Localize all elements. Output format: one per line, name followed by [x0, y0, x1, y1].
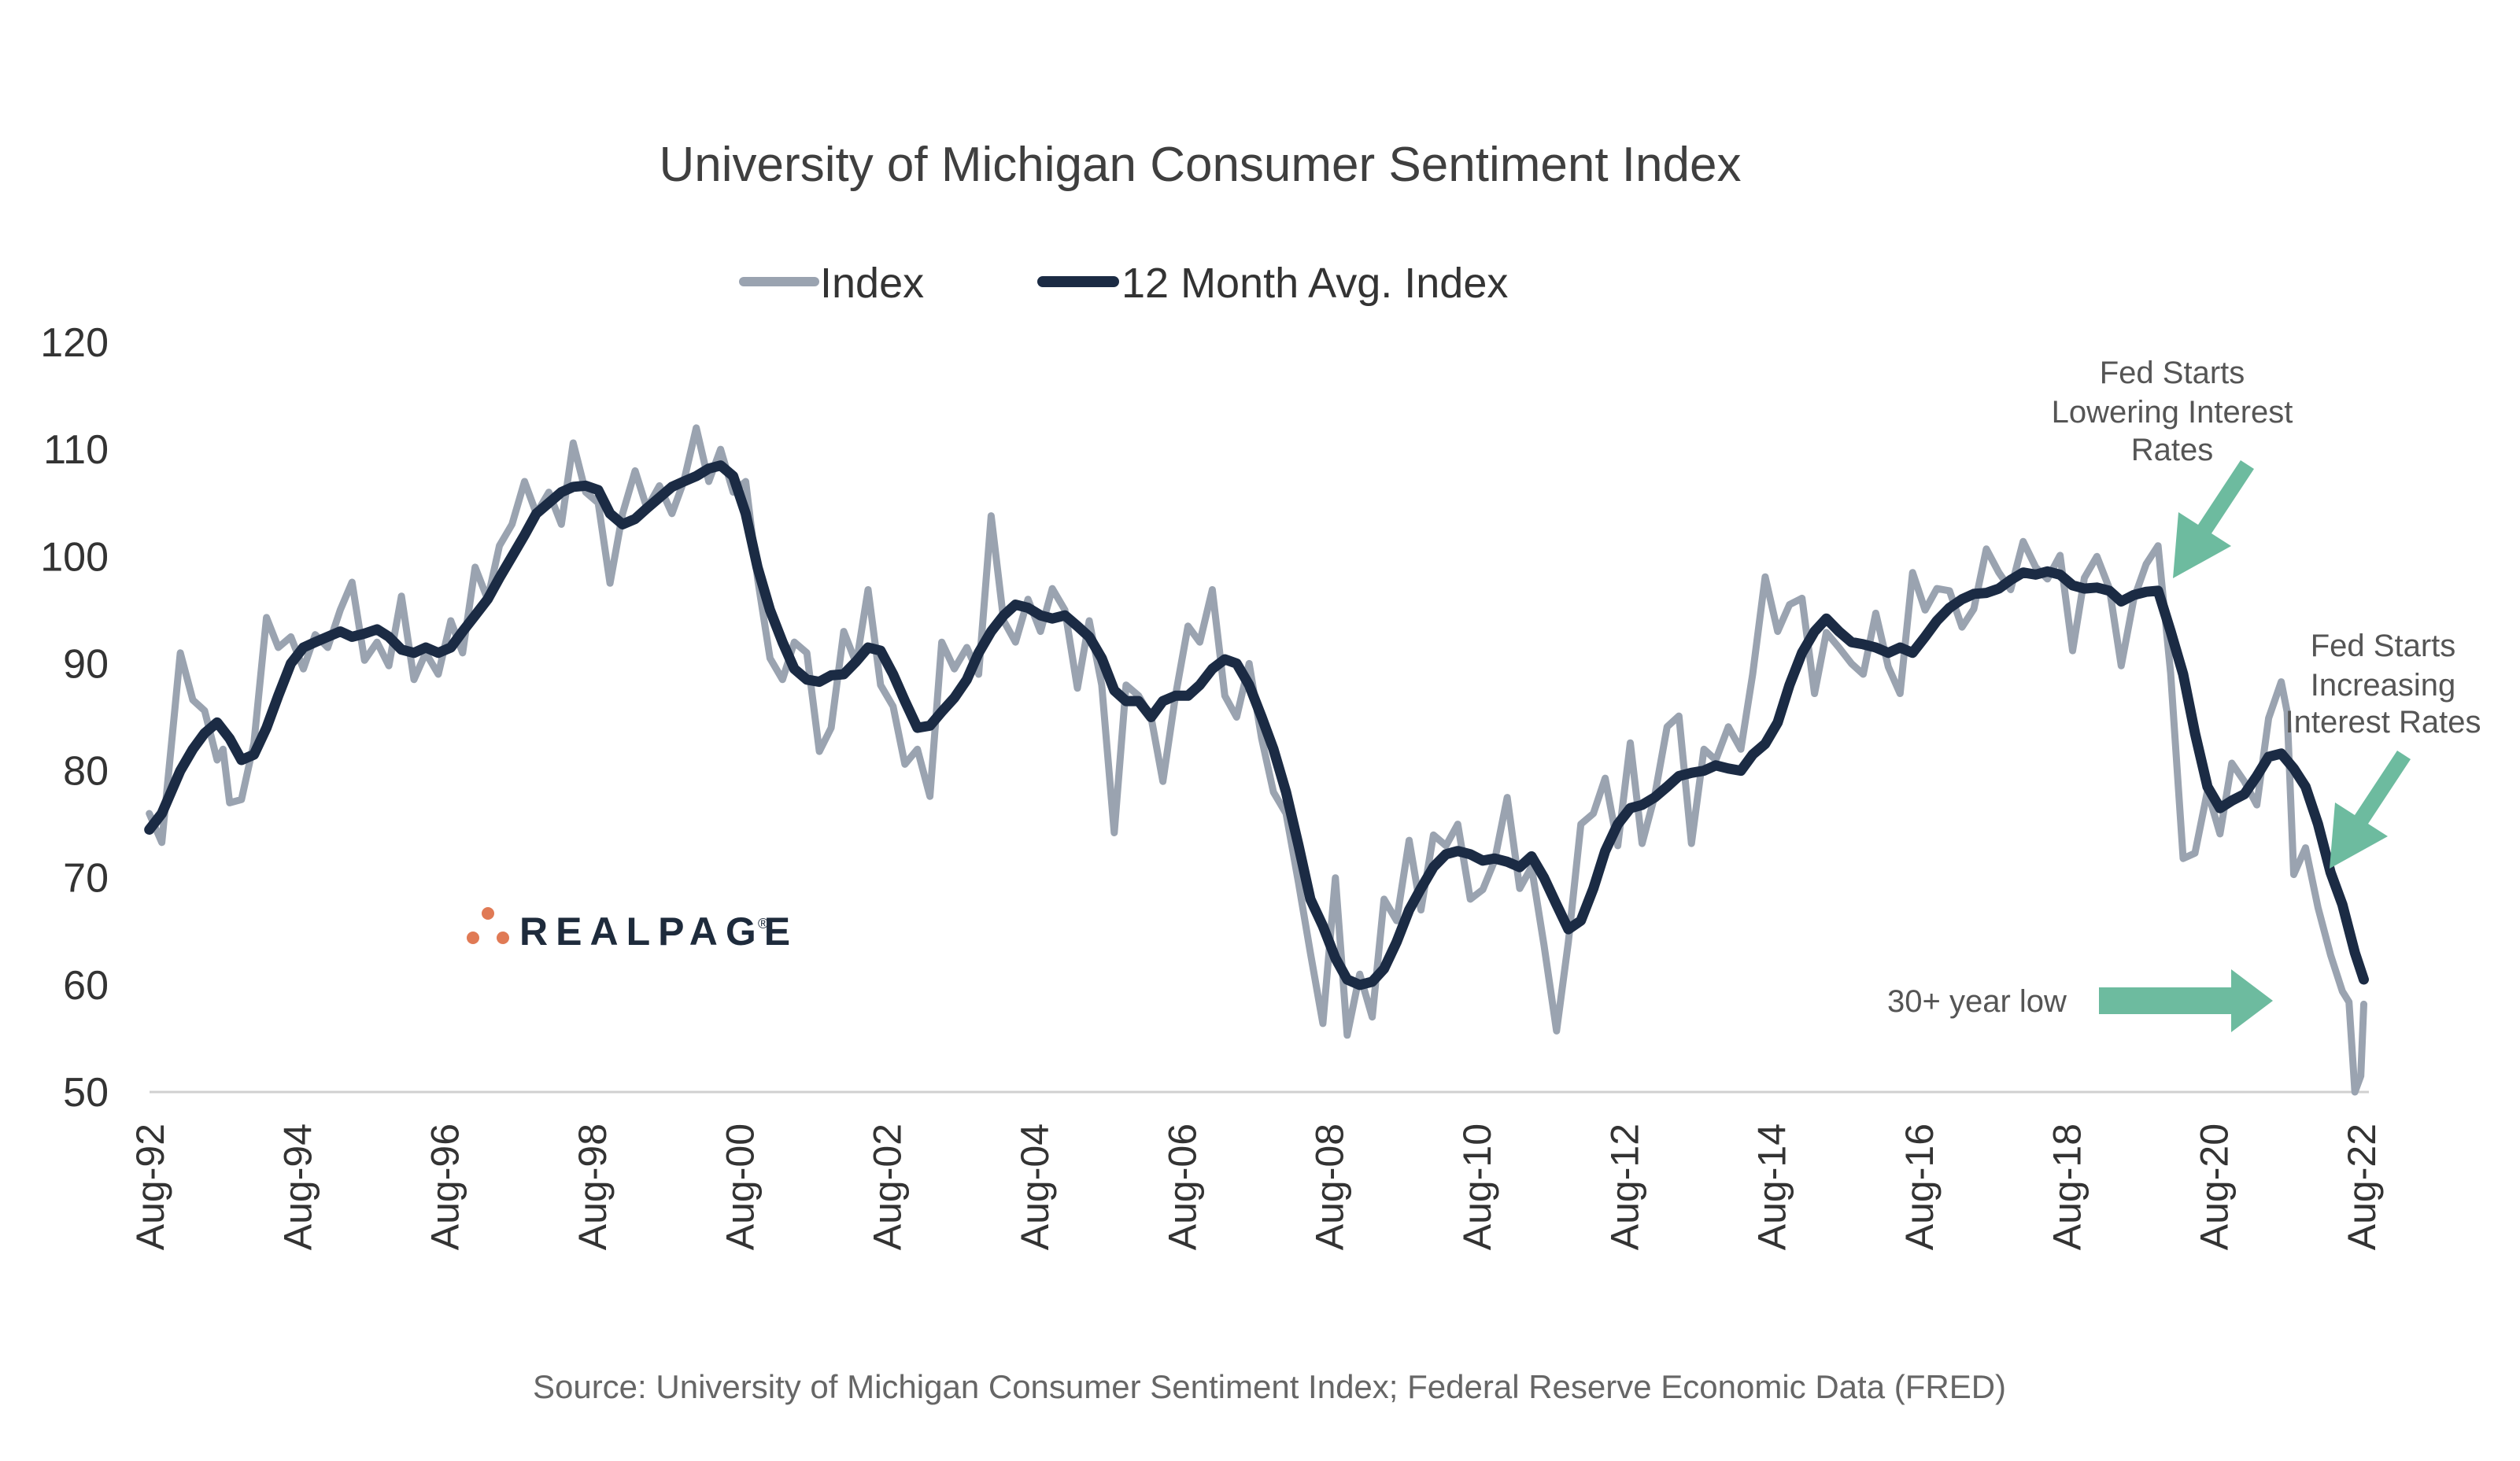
x-tick-label: Aug-00 — [718, 1123, 762, 1250]
legend-label-index: Index — [820, 260, 924, 307]
series-line-index — [146, 424, 2367, 1096]
x-tick-label: Aug-92 — [128, 1123, 172, 1250]
x-tick-label: Aug-06 — [1160, 1123, 1204, 1250]
logo-dot-top — [482, 907, 494, 920]
arrow-fed-lowering — [2173, 460, 2254, 578]
x-axis: Aug-92 Aug-94 Aug-96 Aug-98 Aug-00 Aug-02 Aug-… — [128, 1123, 2384, 1250]
x-tick-label: Aug-14 — [1750, 1123, 1794, 1250]
x-tick-label: Aug-98 — [571, 1123, 615, 1250]
series-layer — [144, 424, 2369, 1096]
legend-label-avg: 12 Month Avg. Index — [1121, 260, 1508, 307]
legend: Index 12 Month Avg. Index — [739, 260, 1508, 307]
annotation-year-low: 30+ year low — [1887, 969, 2273, 1032]
x-tick-label: Aug-08 — [1308, 1123, 1352, 1250]
x-tick-label: Aug-10 — [1455, 1123, 1499, 1250]
y-tick-label: 110 — [43, 427, 109, 473]
annotation-fed-increasing: Fed Starts Increasing Interest Rates — [2285, 629, 2481, 869]
x-tick-label: Aug-12 — [1602, 1123, 1646, 1250]
x-tick-label: Aug-20 — [2193, 1123, 2237, 1250]
y-tick-label: 80 — [63, 749, 109, 795]
chart-title: University of Michigan Consumer Sentimen… — [660, 138, 1742, 192]
y-tick-label: 50 — [63, 1070, 109, 1116]
arrow-fed-increasing — [2330, 751, 2411, 869]
y-tick-label: 70 — [63, 856, 109, 902]
annotation-fed-increasing-line3: Interest Rates — [2285, 705, 2481, 740]
annotation-fed-increasing-line2: Increasing — [2311, 668, 2456, 703]
annotation-fed-increasing-line1: Fed Starts — [2311, 629, 2456, 663]
logo-dot-right — [497, 932, 509, 944]
y-tick-label: 120 — [40, 320, 109, 366]
arrow-year-low — [2099, 969, 2273, 1032]
x-tick-label: Aug-22 — [2340, 1123, 2384, 1250]
y-tick-label: 100 — [40, 534, 109, 580]
y-tick-label: 90 — [63, 641, 109, 687]
logo-dot-left — [467, 932, 479, 944]
y-tick-label: 60 — [63, 963, 109, 1009]
annotation-fed-lowering: Fed Starts Lowering Interest Rates — [2052, 356, 2293, 578]
x-tick-label: Aug-04 — [1013, 1123, 1057, 1250]
x-tick-label: Aug-02 — [866, 1123, 910, 1250]
annotation-year-low-text: 30+ year low — [1887, 984, 2067, 1019]
series-line-12-month-avg — [144, 460, 2369, 991]
y-axis: 50 60 70 80 90 100 110 120 — [40, 320, 109, 1116]
x-tick-label: Aug-94 — [275, 1123, 320, 1250]
realpage-logo: REALPAGE ® — [467, 907, 798, 954]
x-tick-label: Aug-16 — [1897, 1123, 1942, 1250]
logo-registered-mark: ® — [758, 916, 768, 932]
logo-text: REALPAGE — [519, 909, 798, 954]
x-tick-label: Aug-18 — [2045, 1123, 2089, 1250]
annotation-fed-lowering-line1: Fed Starts — [2100, 356, 2245, 390]
source-note: Source: University of Michigan Consumer … — [533, 1368, 2006, 1405]
annotation-fed-lowering-line3: Rates — [2131, 433, 2214, 467]
x-tick-label: Aug-96 — [423, 1123, 467, 1250]
annotation-fed-lowering-line2: Lowering Interest — [2052, 395, 2293, 430]
